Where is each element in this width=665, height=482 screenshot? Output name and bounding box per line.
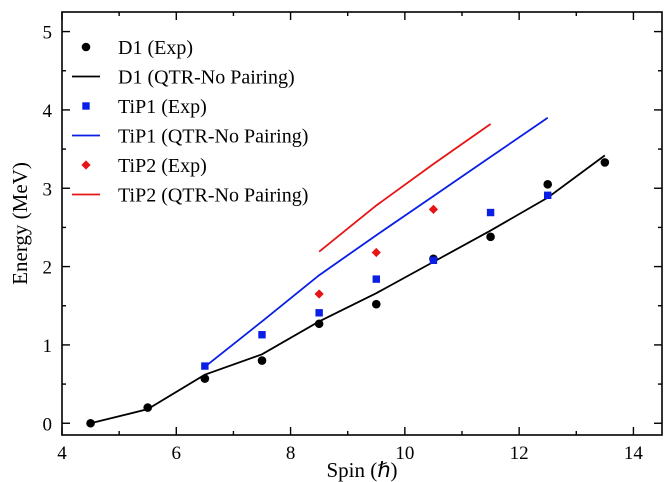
y-axis-title: Energy (MeV) xyxy=(8,162,32,285)
data-point xyxy=(258,331,266,339)
legend-label: D1 (QTR-No Pairing) xyxy=(118,67,295,89)
legend-marker-swatch xyxy=(81,160,91,170)
y-tick-label: 2 xyxy=(43,258,53,279)
legend-label: D1 (Exp) xyxy=(118,37,193,59)
legend-label: TiP2 (Exp) xyxy=(118,155,207,177)
legend-label: TiP1 (QTR-No Pairing) xyxy=(118,126,308,148)
data-point xyxy=(428,204,439,214)
y-tick-label: 4 xyxy=(43,101,53,122)
x-axis-title: Spin (ℏ) xyxy=(326,458,397,482)
series-line xyxy=(318,123,492,253)
data-point xyxy=(314,289,324,299)
x-tick-label: 12 xyxy=(510,443,529,464)
legend-label: TiP2 (QTR-No Pairing) xyxy=(118,185,308,207)
series-tip1-qtr-no-pairing xyxy=(204,117,549,368)
plot-area xyxy=(86,117,610,428)
data-point xyxy=(600,158,610,167)
legend: D1 (Exp) D1 (QTR-No Pairing) TiP1 (Exp) TiP… xyxy=(72,37,308,207)
data-point xyxy=(486,232,495,242)
x-tick-label: 8 xyxy=(286,443,296,464)
x-tick-label: 10 xyxy=(395,443,414,464)
series-tip1-exp xyxy=(201,191,552,370)
x-tick-label: 4 xyxy=(57,443,67,464)
series-tip2-exp xyxy=(314,204,439,299)
x-tick-label: 14 xyxy=(624,443,644,464)
y-tick-label: 3 xyxy=(43,179,53,200)
y-tick-label: 0 xyxy=(43,414,53,435)
legend-marker-swatch xyxy=(82,102,90,110)
data-point xyxy=(371,299,381,309)
series-line xyxy=(204,117,549,368)
series-d1-qtr-no-pairing xyxy=(90,154,606,425)
legend-label: TiP1 (Exp) xyxy=(118,96,207,118)
legend-marker-swatch xyxy=(81,42,91,52)
data-point xyxy=(372,275,380,283)
data-point xyxy=(257,356,267,365)
data-point xyxy=(429,256,438,265)
data-point xyxy=(315,309,323,317)
plot-frame xyxy=(61,11,663,436)
data-point xyxy=(371,247,381,258)
series-line xyxy=(90,154,606,425)
series-tip2-qtr-no-pairing xyxy=(318,123,492,253)
y-tick-label: 1 xyxy=(43,336,53,357)
data-point xyxy=(543,180,553,189)
y-tick-label: 5 xyxy=(43,23,53,44)
data-point xyxy=(486,208,495,217)
x-tick-label: 6 xyxy=(172,443,182,464)
data-point xyxy=(544,191,552,199)
